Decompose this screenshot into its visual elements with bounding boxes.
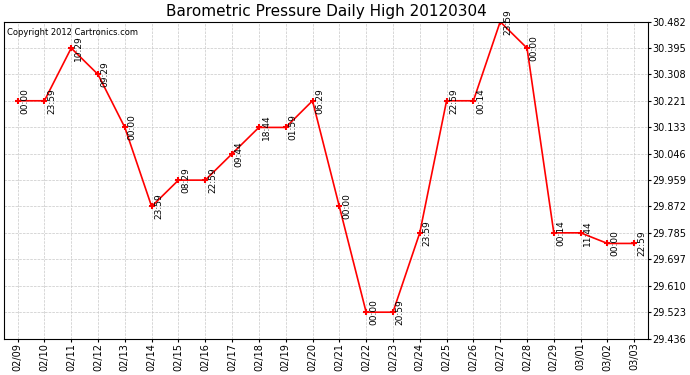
Text: 08:29: 08:29 (181, 167, 190, 193)
Text: 00:00: 00:00 (610, 231, 619, 256)
Text: 00:00: 00:00 (20, 88, 30, 114)
Text: 00:00: 00:00 (342, 194, 351, 219)
Text: 00:00: 00:00 (369, 299, 378, 325)
Text: 00:00: 00:00 (530, 35, 539, 61)
Text: 23:59: 23:59 (155, 194, 164, 219)
Title: Barometric Pressure Daily High 20120304: Barometric Pressure Daily High 20120304 (166, 4, 486, 19)
Text: 10:29: 10:29 (74, 35, 83, 61)
Text: 09:29: 09:29 (101, 62, 110, 87)
Text: 22:59: 22:59 (449, 88, 458, 114)
Text: 23:59: 23:59 (422, 220, 431, 246)
Text: Copyright 2012 Cartronics.com: Copyright 2012 Cartronics.com (8, 28, 139, 37)
Text: 23:59: 23:59 (47, 88, 56, 114)
Text: 20:59: 20:59 (396, 299, 405, 325)
Text: 09:44: 09:44 (235, 141, 244, 166)
Text: 11:44: 11:44 (584, 220, 593, 246)
Text: 18:44: 18:44 (262, 115, 270, 140)
Text: 22:59: 22:59 (208, 167, 217, 193)
Text: 00:14: 00:14 (476, 88, 485, 114)
Text: 06:29: 06:29 (315, 88, 324, 114)
Text: 23:59: 23:59 (503, 9, 512, 34)
Text: 01:59: 01:59 (288, 114, 297, 140)
Text: 22:59: 22:59 (637, 231, 646, 256)
Text: 00:14: 00:14 (557, 220, 566, 246)
Text: 00:00: 00:00 (128, 114, 137, 140)
